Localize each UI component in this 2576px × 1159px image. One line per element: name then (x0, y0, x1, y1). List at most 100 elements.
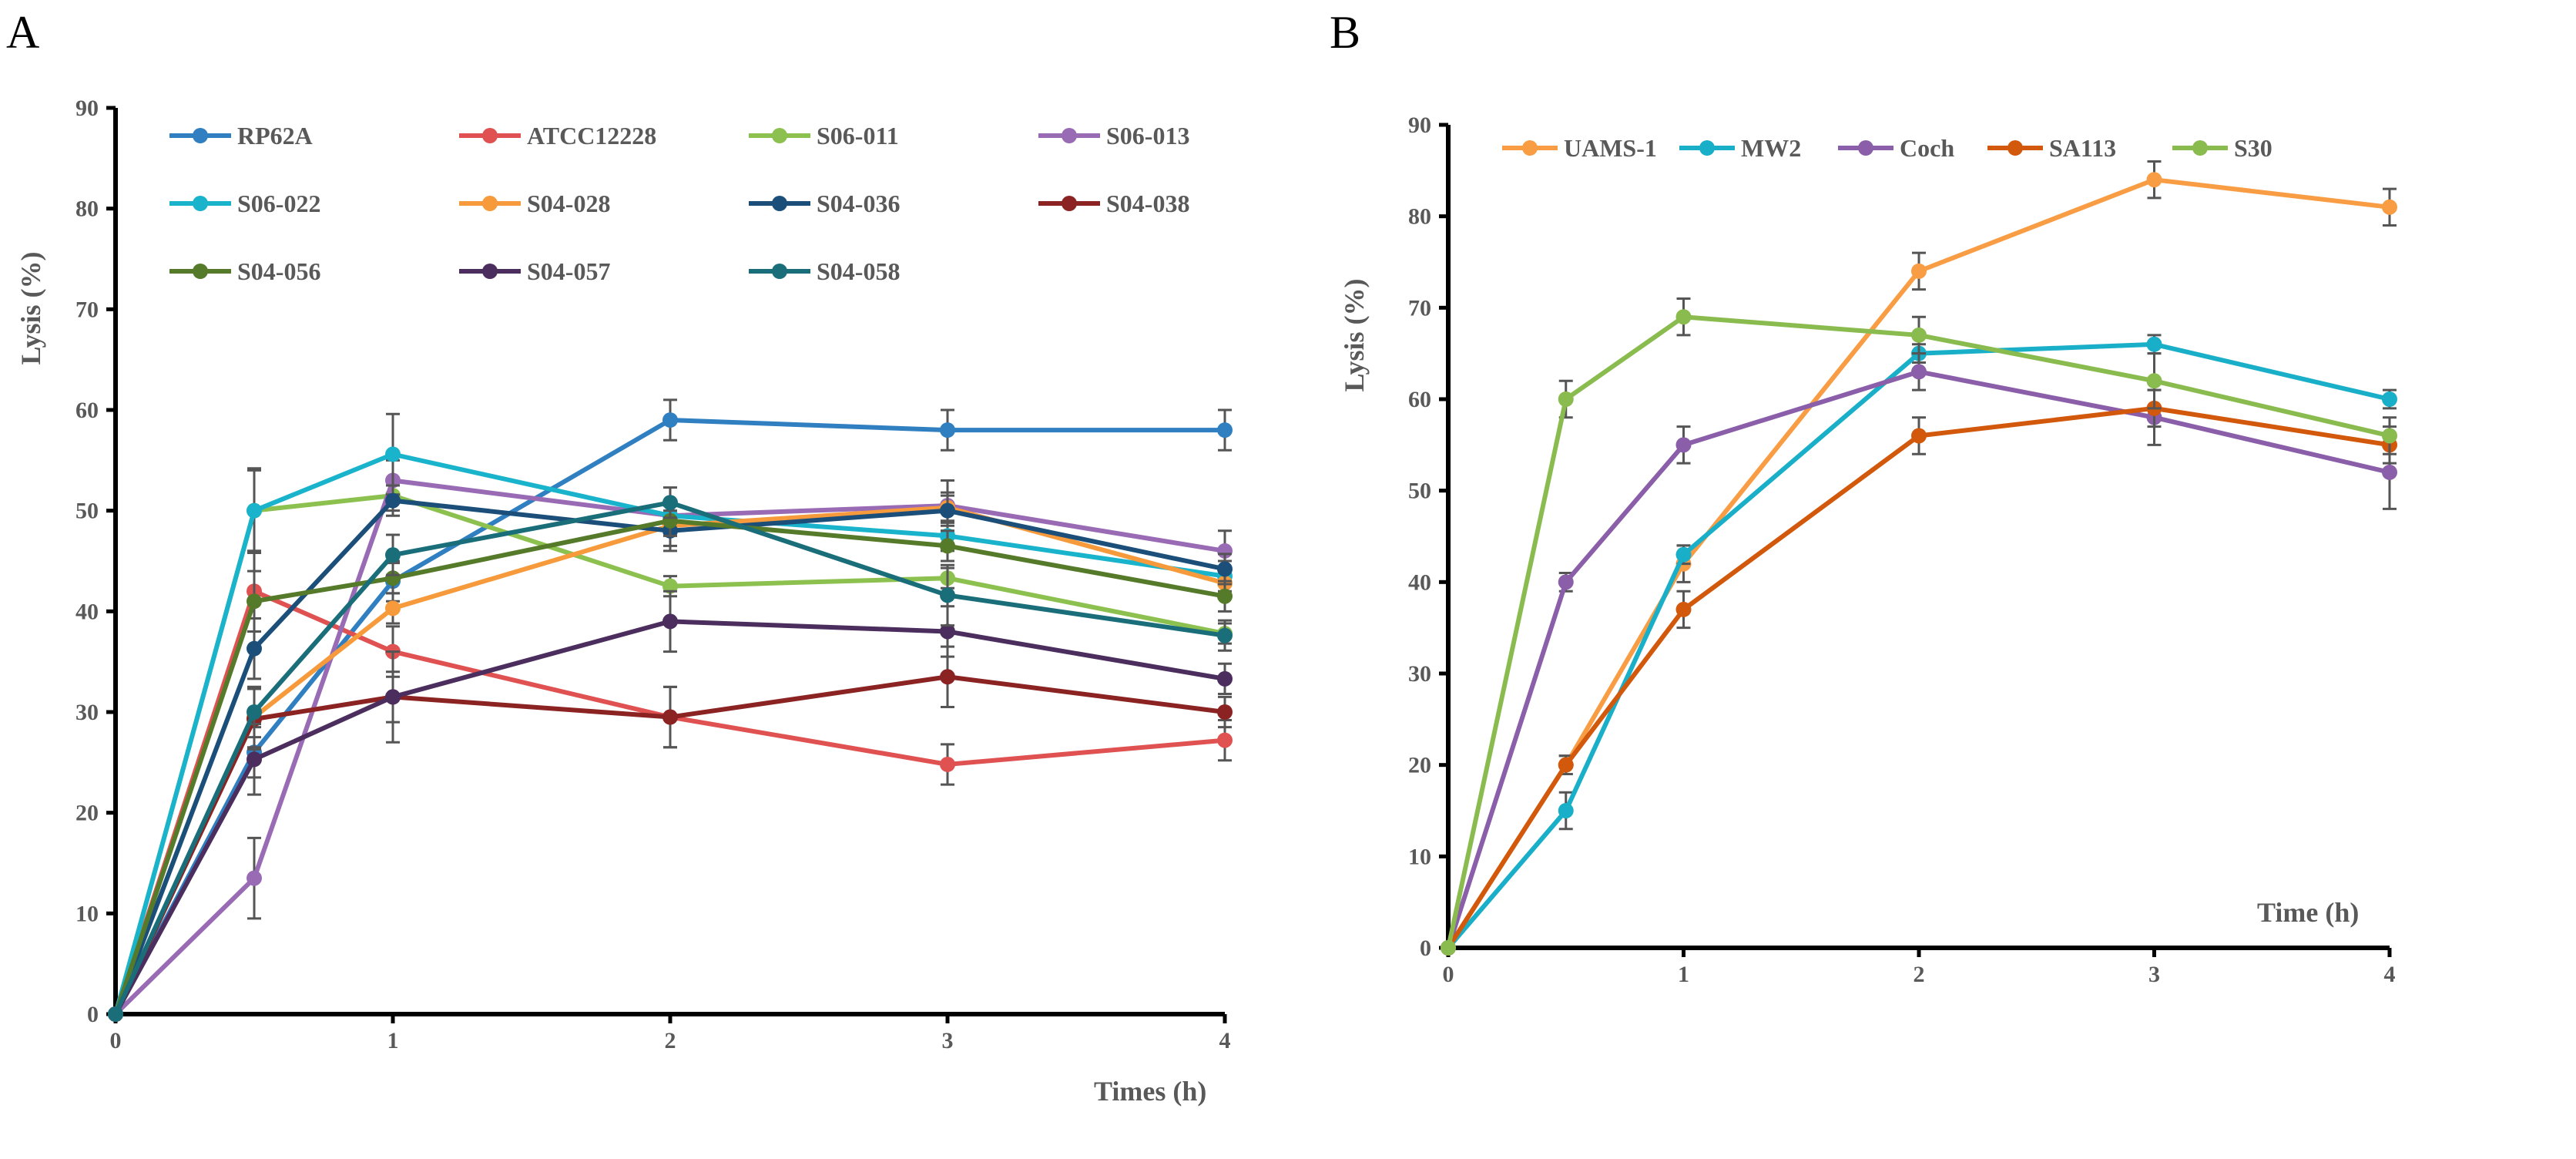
x-tick-label: 2 (1914, 962, 1925, 987)
data-point (2382, 199, 2397, 215)
legend-swatch-marker (2007, 140, 2023, 156)
data-point (2146, 336, 2162, 352)
y-tick-label: 60 (1408, 387, 1431, 412)
data-point (1217, 588, 1233, 604)
y-tick-label: 0 (1420, 936, 1431, 961)
y-tick-label: 80 (1408, 204, 1431, 230)
x-tick-label: 1 (387, 1028, 399, 1053)
series-line (113, 619, 1226, 1016)
data-point (1217, 732, 1233, 748)
legend-label: ATCC12228 (527, 122, 656, 149)
legend-swatch-marker (482, 196, 498, 211)
legend-swatch-marker (1699, 140, 1715, 156)
chart-b: 0 10 20 30 40 50 60 70 80 90 0 1 2 3 4 Time (h) Lysis (%… (1339, 113, 2397, 987)
legend-swatch-marker (1522, 140, 1538, 156)
data-point (940, 502, 955, 519)
y-tick-label: 90 (75, 96, 99, 121)
data-point (1217, 422, 1233, 438)
data-point (247, 593, 262, 610)
legend-swatch-marker (772, 128, 787, 143)
data-point (1217, 704, 1233, 720)
series-s04-028 (108, 491, 1233, 1022)
x-tick-label: 3 (942, 1028, 954, 1053)
data-point (2146, 172, 2162, 188)
data-point (385, 689, 401, 705)
data-point (662, 578, 678, 594)
data-point (940, 422, 955, 438)
x-tick-label: 4 (1219, 1028, 1231, 1053)
series-line (113, 418, 1225, 1016)
y-tick-label: 10 (75, 901, 99, 926)
series-line (113, 498, 1226, 1016)
data-point (1217, 627, 1233, 643)
data-point (1558, 574, 1574, 590)
series-s04-057 (108, 590, 1233, 1022)
legend-swatch-marker (1062, 196, 1077, 211)
x-tick-label: 1 (1678, 962, 1689, 987)
legend-label: UAMS-1 (1564, 134, 1657, 162)
y-tick-label: 20 (75, 801, 99, 826)
legend-label: S04-036 (817, 190, 900, 217)
legend-swatch-marker (482, 128, 498, 143)
legend-swatch-marker (1858, 140, 1873, 156)
legend-swatch-marker (1062, 128, 1077, 143)
y-tick-label: 0 (87, 1002, 99, 1027)
legend-swatch-marker (193, 264, 208, 279)
data-point (1675, 437, 1692, 453)
chart-a: 0 10 20 30 40 50 60 70 80 90 0 1 2 3 4 Times (h) Lysis (… (15, 96, 1233, 1107)
y-tick-label: 80 (75, 197, 99, 222)
data-point (1558, 803, 1574, 818)
data-point (385, 492, 401, 509)
data-point (662, 709, 678, 725)
legend-swatch-marker (193, 128, 208, 143)
data-point (1558, 391, 1574, 407)
series-line (1446, 341, 2390, 949)
y-tick-label: 60 (75, 398, 99, 423)
data-point (940, 669, 955, 685)
data-point (385, 547, 401, 563)
legend-label: SA113 (2049, 134, 2116, 162)
legend-label: S06-022 (237, 190, 320, 217)
data-point (940, 756, 955, 772)
legend-label: S04-058 (817, 257, 900, 285)
x-tick-label: 4 (2384, 962, 2396, 987)
panel-label-a: A (6, 7, 39, 58)
series-line (1446, 369, 2390, 949)
y-tick-label: 20 (1408, 753, 1431, 778)
data-point (247, 704, 262, 720)
data-point (1441, 940, 1456, 956)
series-line (1446, 405, 2390, 949)
y-tick-label: 40 (75, 599, 99, 624)
y-axis-label: Lysis (%) (15, 251, 46, 364)
y-tick-label: 70 (75, 297, 99, 322)
data-point (1911, 327, 1927, 343)
series-line (1446, 314, 2390, 949)
data-point (1217, 561, 1233, 577)
data-point (1217, 670, 1233, 687)
legend-swatch-marker (193, 196, 208, 211)
series-s04-058 (108, 486, 1233, 1022)
data-point (247, 640, 262, 657)
legend-label: MW2 (1741, 134, 1801, 162)
data-point (2382, 391, 2397, 407)
y-tick-label: 10 (1408, 844, 1431, 869)
series-s04-036 (108, 484, 1233, 1022)
y-tick-label: 50 (75, 499, 99, 524)
data-point (940, 538, 955, 554)
data-point (662, 613, 678, 630)
x-tick-label: 3 (2148, 962, 2160, 987)
x-tick-label: 0 (110, 1028, 122, 1053)
legend-label: S04-057 (527, 257, 610, 285)
y-axis-label: Lysis (%) (1339, 278, 1370, 391)
data-point (385, 446, 401, 462)
legend-label: S30 (2234, 134, 2272, 162)
x-tick-label: 2 (665, 1028, 676, 1053)
data-point (940, 623, 955, 640)
legend-label: S04-056 (237, 257, 320, 285)
legend-label: Coch (1900, 134, 1954, 162)
y-tick-label: 40 (1408, 569, 1431, 595)
y-tick-label: 30 (75, 700, 99, 725)
legend-swatch-marker (772, 264, 787, 279)
